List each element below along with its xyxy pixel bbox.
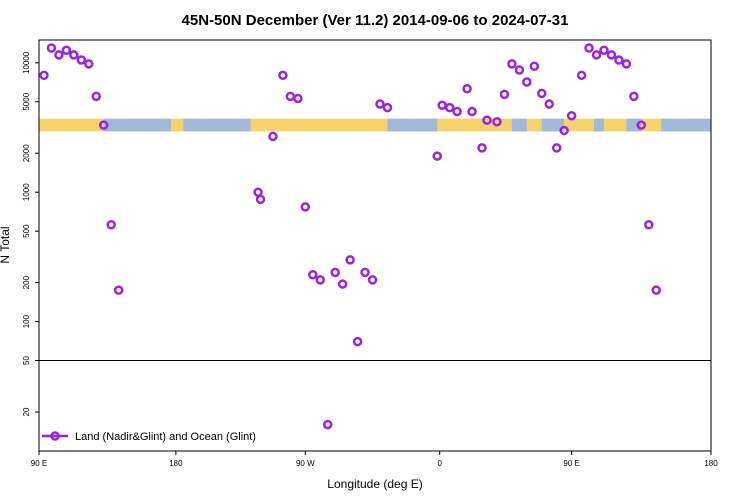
data-point [69, 50, 79, 60]
data-point [330, 267, 340, 278]
data-point [644, 220, 654, 230]
band-ocean-5 [594, 118, 604, 132]
data-point [492, 117, 502, 127]
data-point [467, 106, 477, 117]
data-point [591, 50, 602, 60]
y-tick-label: 500 [22, 224, 31, 238]
data-point [621, 59, 632, 69]
band-ocean-3 [511, 118, 527, 132]
data-point [300, 202, 311, 212]
data-point [91, 91, 101, 102]
band-ocean-7 [661, 118, 711, 132]
data-point [106, 220, 116, 230]
data-point [113, 285, 124, 295]
data-point [499, 89, 510, 100]
plot-frame [38, 39, 712, 452]
data-point [651, 285, 661, 295]
chart-title: 45N-50N December (Ver 11.2) 2014-09-06 t… [182, 12, 569, 29]
band-ocean-2 [387, 118, 438, 132]
data-point [315, 275, 325, 285]
data-point [529, 61, 540, 72]
data-point [614, 55, 624, 65]
surface-band [39, 118, 711, 132]
data-point [61, 45, 72, 55]
data-point [84, 59, 94, 69]
y-tick-label: 20 [22, 407, 31, 416]
data-point [551, 143, 562, 153]
y-tick-label: 50 [22, 356, 31, 365]
data-point [337, 279, 348, 289]
band-ocean-1 [183, 118, 251, 132]
data-point [308, 270, 318, 280]
band-ocean-4 [541, 118, 565, 132]
data-point [606, 50, 617, 60]
data-point [255, 194, 266, 205]
data-point [636, 120, 647, 130]
data-point [278, 70, 288, 81]
x-tick-label: 180 [704, 459, 718, 468]
data-point [514, 65, 525, 75]
data-point [437, 100, 447, 110]
data-point [285, 91, 296, 102]
data-point [39, 70, 49, 81]
data-point [566, 110, 577, 121]
y-tick-label: 2000 [22, 144, 31, 162]
data-point [54, 50, 64, 60]
x-tick-label: 90 E [563, 459, 579, 468]
data-point [367, 275, 378, 285]
y-tick-label: 200 [22, 275, 31, 289]
data-point [452, 106, 462, 117]
x-axis: 90 E 180 90 W 0 90 E 180 [31, 451, 718, 468]
data-point [268, 131, 278, 142]
data-point [544, 99, 554, 109]
x-tick-label: 180 [169, 459, 183, 468]
data-point [98, 120, 109, 130]
y-tick-label: 100 [22, 314, 31, 328]
legend-marker [50, 431, 60, 441]
x-tick-label: 90 W [296, 459, 315, 468]
data-point [375, 99, 385, 109]
y-tick-label: 5000 [22, 92, 31, 110]
data-point [482, 115, 492, 125]
data-point [432, 151, 442, 161]
data-point [537, 88, 547, 99]
data-point [352, 336, 363, 347]
data-point [522, 77, 532, 87]
x-axis-label: Longitude (deg E) [327, 477, 422, 491]
data-point [462, 84, 472, 94]
y-tick-label: 1000 [22, 183, 31, 201]
x-tick-label: 90 E [31, 459, 47, 468]
x-tick-label: 0 [437, 459, 442, 468]
data-points [39, 43, 661, 430]
band-ocean-0 [103, 118, 171, 132]
data-point [46, 43, 57, 53]
data-point [444, 102, 455, 113]
band-ocean-6 [626, 118, 642, 132]
legend: Land (Nadir&Glint) and Ocean (Glint) [42, 431, 256, 443]
data-point [322, 419, 333, 430]
data-point [293, 93, 303, 104]
data-point [507, 59, 517, 69]
data-point [584, 43, 594, 53]
data-point [382, 102, 393, 113]
data-point [559, 125, 569, 136]
data-point [599, 45, 609, 55]
data-point [477, 143, 487, 153]
y-axis-label: N Total [0, 226, 12, 263]
y-tick-label: 10000 [22, 51, 31, 74]
data-point [629, 91, 639, 102]
y-axis: 20 50 100 200 500 1000 2000 5000 10000 [22, 51, 39, 416]
data-point [345, 255, 355, 265]
data-point [576, 70, 587, 81]
data-point [360, 267, 370, 278]
legend-label: Land (Nadir&Glint) and Ocean (Glint) [75, 431, 256, 443]
data-point [76, 55, 87, 65]
